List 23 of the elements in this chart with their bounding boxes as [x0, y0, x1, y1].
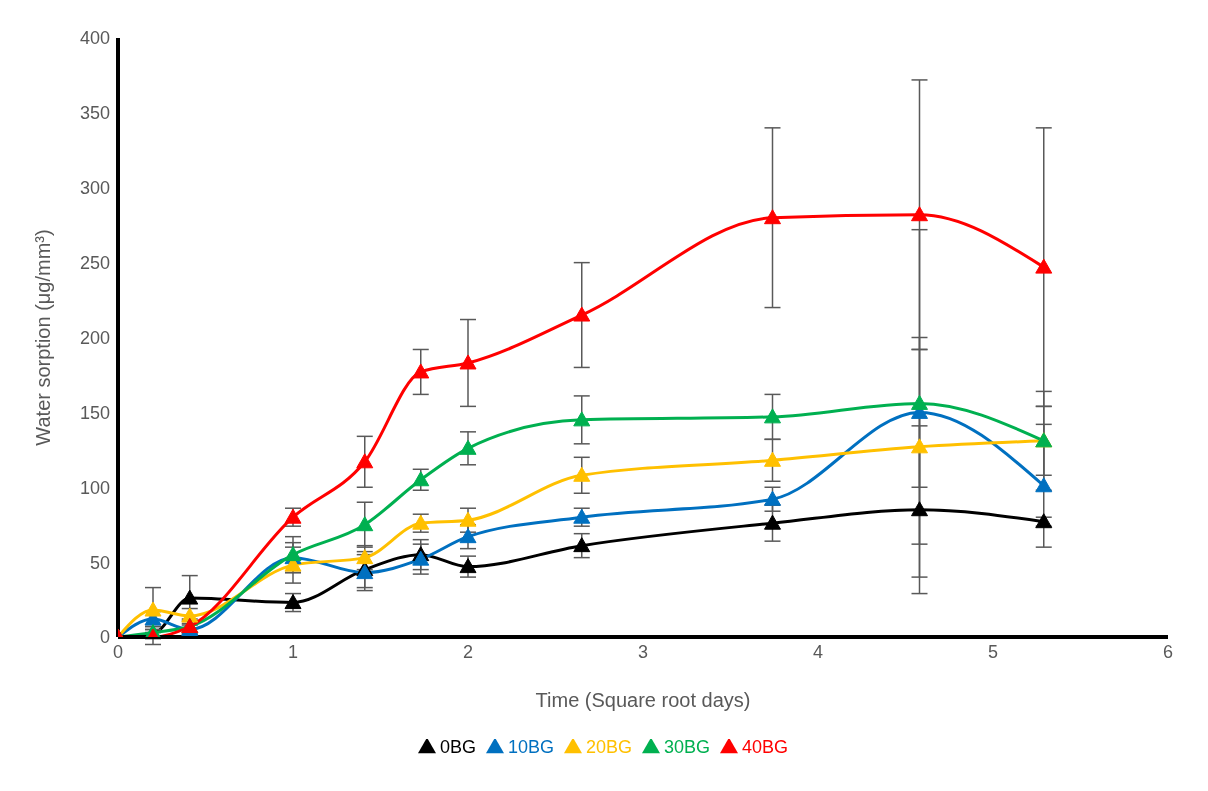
x-tick-label: 0	[112, 641, 124, 662]
y-tick-label: 0	[99, 627, 110, 648]
x-tick-label: 5	[987, 641, 999, 662]
y-tick-label: 50	[89, 552, 110, 573]
y-axis-title: Water sorption (μg/mm³)	[32, 229, 55, 446]
legend-label: 20BG	[585, 737, 633, 757]
legend-label: 40BG	[742, 737, 789, 757]
y-tick-label: 150	[79, 402, 110, 423]
x-tick-label: 1	[287, 641, 299, 662]
y-tick-label: 400	[79, 28, 110, 49]
x-tick-label: 3	[637, 641, 649, 662]
legend-label: 0BG	[439, 737, 476, 757]
y-tick-label: 350	[79, 103, 110, 124]
x-tick-label: 2	[462, 641, 474, 662]
y-tick-label: 200	[79, 327, 110, 348]
x-tick-label: 6	[1162, 641, 1174, 662]
x-tick-label: 4	[812, 641, 824, 662]
legend-label: 30BG	[664, 737, 711, 757]
legend-label: 10BG	[507, 737, 554, 757]
y-tick-label: 100	[79, 477, 110, 498]
y-tick-label: 300	[79, 178, 110, 199]
x-axis-title: Time (Square root days)	[535, 689, 751, 711]
y-tick-label: 250	[79, 253, 110, 274]
